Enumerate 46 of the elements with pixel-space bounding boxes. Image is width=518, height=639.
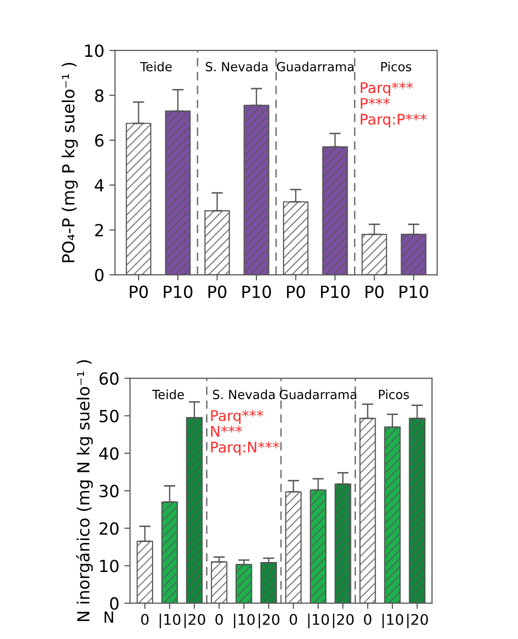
annotation: Picos <box>378 390 409 400</box>
y-tick-label: 10 <box>85 44 104 58</box>
x-axis-title: N <box>104 612 114 623</box>
y-tick-label: 0 <box>95 268 104 282</box>
y-tick-label: 0 <box>110 597 118 610</box>
y-axis-title: PO₄-P (mg P kg suelo⁻¹ ) <box>62 62 78 262</box>
y-tick-label: 40 <box>99 447 118 460</box>
x-tick-label: 0 <box>141 614 149 625</box>
x-tick-label: |20 <box>258 614 280 628</box>
annotation: Teide <box>140 62 172 72</box>
y-tick-label: 6 <box>95 134 104 147</box>
x-tick-label: P0 <box>366 285 384 298</box>
x-tick-label: P10 <box>400 285 428 298</box>
y-tick-label: 20 <box>100 522 118 535</box>
x-tick-label: P10 <box>242 285 271 298</box>
y-tick-label: 8 <box>95 89 104 102</box>
annotation: S. Nevada <box>212 390 275 400</box>
x-tick-label: P0 <box>130 285 148 298</box>
x-tick-label: P0 <box>208 285 226 298</box>
y-tick-label: 30 <box>100 484 118 498</box>
x-tick-label: P10 <box>164 285 192 298</box>
annotation: Teide <box>152 390 184 400</box>
x-tick-label: 0 <box>364 614 372 625</box>
annotation: Picos <box>381 62 412 72</box>
annotation: Guadarrama <box>280 390 356 400</box>
y-axis-title: N inorgánico (mg N kg suelo⁻¹ ) <box>76 360 93 622</box>
x-tick-label: P0 <box>287 285 305 298</box>
y-tick-label: 60 <box>100 372 118 385</box>
x-tick-label: 0 <box>290 614 298 625</box>
y-tick-label: 4 <box>94 179 104 192</box>
y-tick-label: 10 <box>100 560 118 572</box>
x-tick-label: |20 <box>333 614 354 628</box>
x-tick-label: |10 <box>382 614 404 628</box>
y-tick-label: 50 <box>100 410 118 422</box>
annotation: S. Nevada <box>206 62 268 72</box>
x-tick-label: |20 <box>407 614 428 628</box>
annotation: Guadarrama <box>276 62 354 72</box>
y-tick-label: 2 <box>95 224 103 236</box>
x-tick-label: |10 <box>234 614 255 628</box>
x-tick-label: P10 <box>321 285 350 298</box>
text: Parq*** P*** Parq:P*** <box>360 82 427 128</box>
x-tick-label: |10 <box>160 614 180 628</box>
x-tick-label: 0 <box>215 614 223 625</box>
x-tick-label: |20 <box>184 614 206 628</box>
x-tick-label: |10 <box>308 614 329 628</box>
text: Parq*** N*** Parq:N*** <box>211 410 280 456</box>
